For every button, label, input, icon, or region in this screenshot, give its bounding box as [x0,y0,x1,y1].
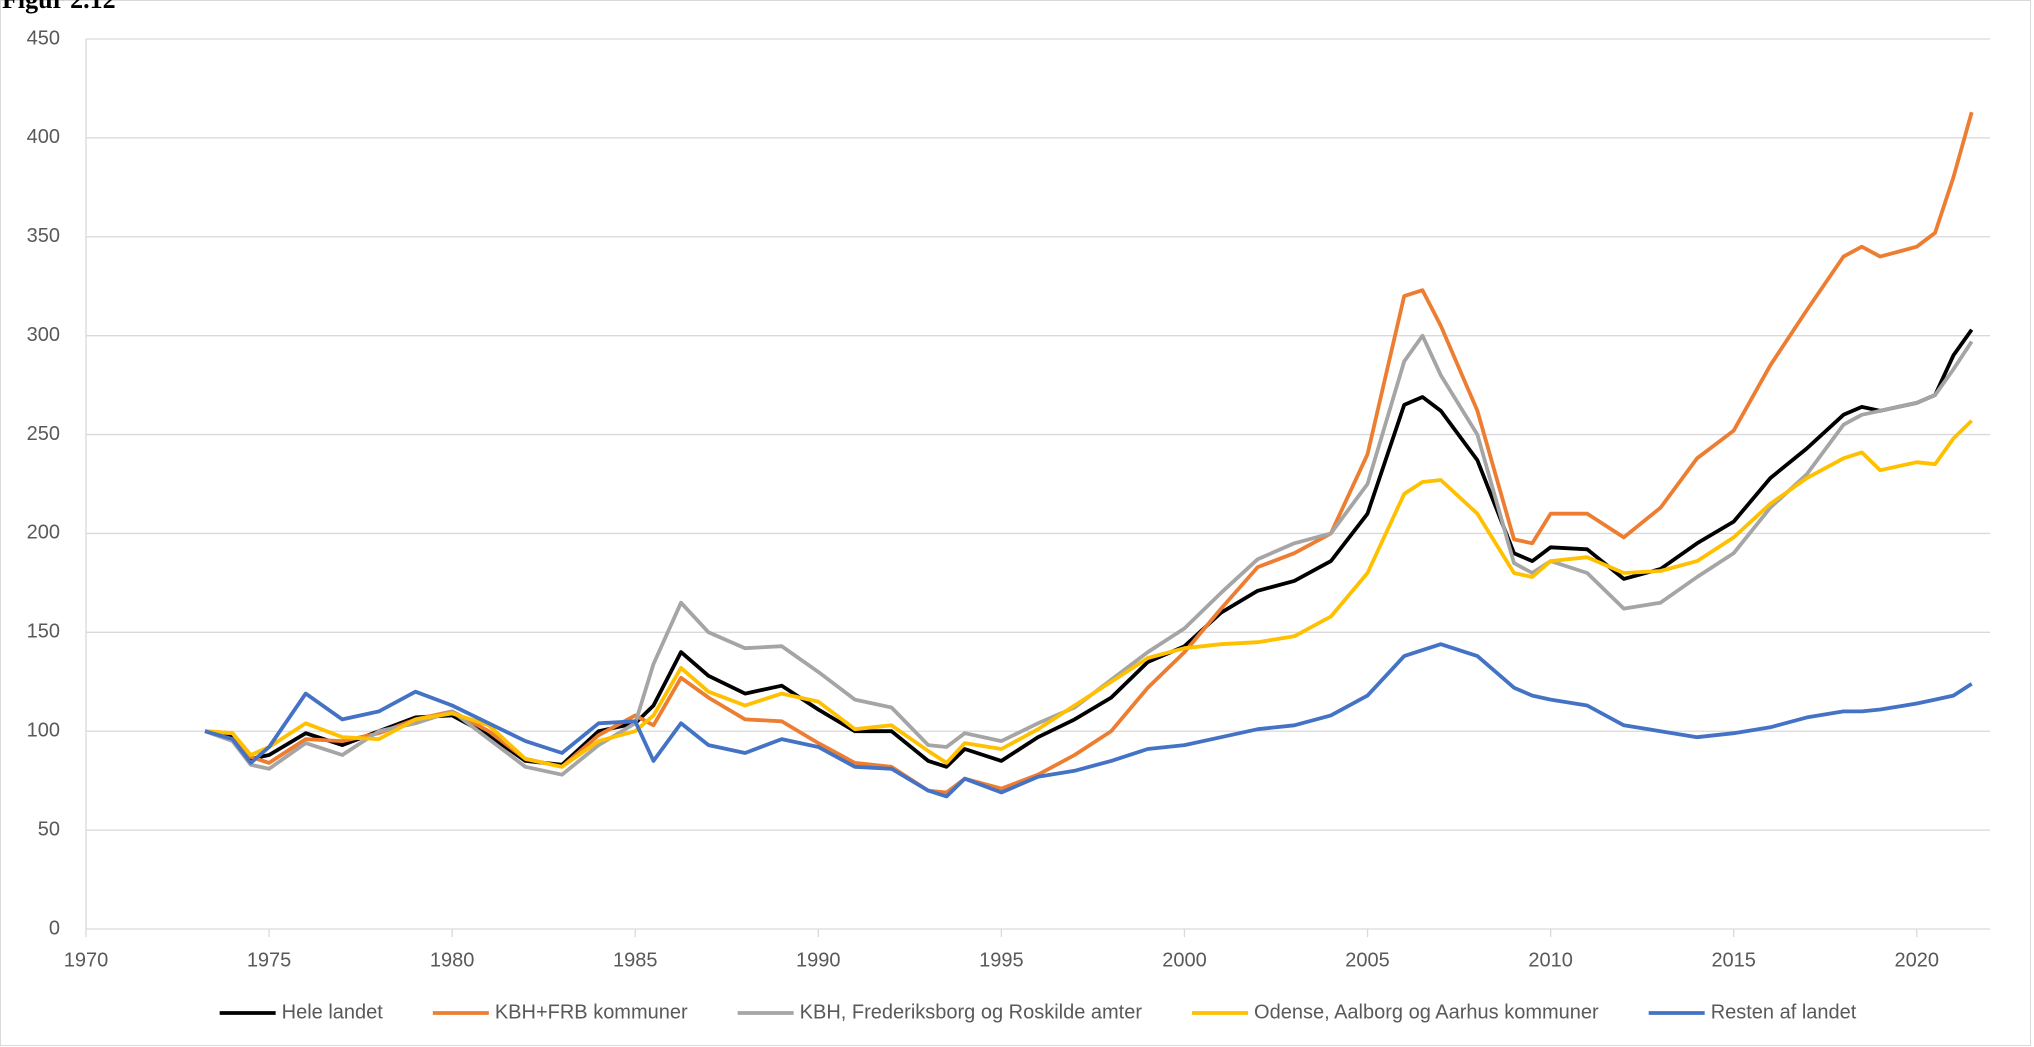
y-tick-label: 350 [27,225,60,247]
y-tick-label: 200 [27,522,60,544]
y-tick-label: 400 [27,126,60,148]
chart-title: Figur 2.12 [2,0,116,14]
legend-label: Resten af landet [1711,1001,1857,1023]
y-tick-label: 300 [27,324,60,346]
legend-label: KBH, Frederiksborg og Roskilde amter [800,1001,1143,1023]
legend-label: Hele landet [282,1001,384,1023]
x-tick-label: 1990 [796,949,841,971]
x-tick-label: 2000 [1162,949,1207,971]
series-line [204,419,1974,769]
x-tick-label: 2020 [1895,949,1940,971]
series-line [204,111,1974,795]
x-tick-label: 2015 [1711,949,1756,971]
x-tick-label: 1970 [64,949,109,971]
y-tick-label: 150 [27,621,60,643]
x-tick-label: 1980 [430,949,475,971]
series-line [204,642,1973,799]
y-tick-label: 450 [27,27,60,49]
x-tick-label: 2005 [1345,949,1390,971]
legend-label: Odense, Aalborg og Aarhus kommuner [1254,1001,1599,1023]
y-tick-label: 0 [49,917,60,939]
x-tick-label: 1985 [613,949,658,971]
y-tick-label: 50 [38,818,60,840]
x-tick-label: 1975 [247,949,292,971]
y-tick-label: 100 [27,720,60,742]
series-line [204,328,1974,769]
x-tick-label: 1995 [979,949,1024,971]
x-tick-label: 2010 [1528,949,1573,971]
y-tick-label: 250 [27,423,60,445]
legend-label: KBH+FRB kommuner [495,1001,688,1023]
